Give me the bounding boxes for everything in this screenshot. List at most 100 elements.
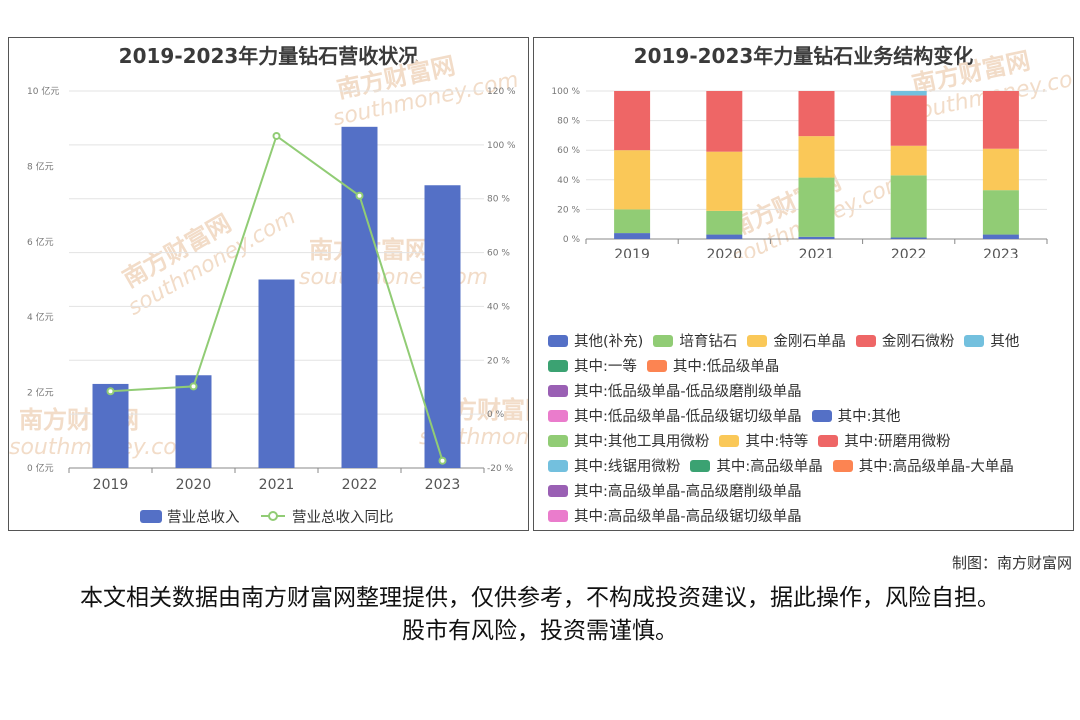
stack-segment bbox=[982, 234, 1019, 239]
legend-item[interactable]: 金刚石单晶 bbox=[747, 330, 846, 351]
stack-segment bbox=[890, 95, 927, 146]
y-right-tick-label: 20 % bbox=[487, 356, 510, 366]
stack-segment bbox=[982, 190, 1019, 235]
y-tick-label: 0 % bbox=[563, 235, 581, 245]
legend-item[interactable]: 其中:其他 bbox=[811, 405, 901, 426]
y-tick-label: 20 % bbox=[557, 205, 580, 215]
legend-label: 其中:其他 bbox=[837, 409, 901, 425]
legend-label: 金刚石单晶 bbox=[773, 334, 846, 350]
legend-item[interactable]: 其中:低品级单晶-低品级锯切级单晶 bbox=[548, 405, 802, 426]
legend-swatch bbox=[719, 434, 740, 447]
legend-item[interactable]: 金刚石微粉 bbox=[855, 330, 955, 351]
legend-item[interactable]: 其中:高品级单晶-大单晶 bbox=[832, 455, 1014, 476]
revenue-bar bbox=[258, 279, 295, 468]
structure-chart: 南方财富网southmoney.com南方财富网southmoney.com0 … bbox=[551, 47, 1073, 258]
y-left-tick-label: 2 亿元 bbox=[27, 387, 54, 399]
legend-row: 其中:低品级单晶-低品级磨削级单晶 bbox=[548, 380, 812, 401]
x-tick-label: 2020 bbox=[176, 477, 212, 493]
x-tick-label: 2022 bbox=[891, 247, 927, 258]
structure-chart-title: 2019-2023年力量钻石业务结构变化 bbox=[633, 44, 974, 68]
legend-label: 金刚石微粉 bbox=[881, 334, 955, 350]
legend-swatch bbox=[548, 509, 568, 522]
legend-item[interactable]: 其中:高品级单晶-高品级磨削级单晶 bbox=[548, 480, 802, 501]
stack-segment bbox=[890, 175, 927, 238]
legend-label: 其他(补充) bbox=[574, 334, 644, 350]
y-left-tick-label: 8 亿元 bbox=[27, 160, 54, 172]
legend-item[interactable]: 其中:一等 bbox=[548, 355, 637, 376]
y-right-tick-label: 120 % bbox=[487, 87, 516, 97]
y-tick-label: 80 % bbox=[557, 117, 580, 127]
legend-row: 其中:高品级单晶-高品级锯切级单晶 bbox=[548, 505, 812, 526]
revenue-bar bbox=[341, 126, 378, 468]
legend-item[interactable]: 其中:高品级单晶-高品级锯切级单晶 bbox=[548, 505, 802, 526]
legend-item[interactable]: 其中:低品级单晶 bbox=[646, 355, 780, 376]
legend-label-yoy: 营业总收入同比 bbox=[292, 509, 394, 526]
legend-label: 其中:高品级单晶-高品级磨削级单晶 bbox=[574, 484, 802, 500]
yoy-point bbox=[272, 131, 281, 140]
legend-label: 其中:低品级单晶 bbox=[672, 359, 780, 375]
legend-item[interactable]: 其中:其他工具用微粉 bbox=[548, 430, 709, 451]
legend-label: 其中:其他工具用微粉 bbox=[574, 434, 710, 450]
yoy-point bbox=[189, 382, 198, 391]
stack-segment bbox=[798, 236, 835, 239]
stack-segment bbox=[798, 177, 835, 237]
legend-item[interactable]: 其中:高品级单晶 bbox=[690, 455, 823, 476]
y-right-tick-label: 0 % bbox=[487, 410, 505, 420]
legend-swatch bbox=[548, 384, 568, 397]
legend-item[interactable]: 其中:特等 bbox=[719, 430, 808, 451]
revenue-chart: 南方财富网southmoney.com南方财富网southmoney.com南方… bbox=[9, 52, 528, 526]
legend-item[interactable]: 培育钻石 bbox=[653, 330, 737, 351]
legend-label: 其中:高品级单晶-高品级锯切级单晶 bbox=[574, 509, 802, 525]
legend-swatch bbox=[690, 459, 711, 472]
stack-segment bbox=[706, 210, 743, 235]
legend-label: 其中:研磨用微粉 bbox=[844, 434, 951, 450]
legend-row: 其中:其他工具用微粉 其中:特等 其中:研磨用微粉 bbox=[548, 430, 961, 451]
x-tick-label: 2019 bbox=[614, 247, 650, 258]
y-right-tick-label: 80 % bbox=[487, 195, 510, 205]
legend-swatch bbox=[548, 459, 568, 472]
stack-segment bbox=[614, 233, 651, 239]
legend-label: 其中:线锯用微粉 bbox=[574, 459, 681, 475]
stack-segment bbox=[982, 91, 1019, 149]
legend-swatch bbox=[653, 334, 674, 347]
legend-swatch bbox=[811, 409, 832, 422]
legend-swatch bbox=[747, 334, 768, 347]
x-tick-label: 2022 bbox=[342, 477, 378, 493]
y-left-tick-label: 10 亿元 bbox=[27, 85, 59, 97]
stack-segment bbox=[890, 145, 927, 176]
legend-swatch bbox=[548, 334, 568, 347]
legend-item[interactable]: 其他 bbox=[964, 330, 1019, 351]
y-right-tick-label: -20 % bbox=[487, 464, 514, 474]
chart-credit: 制图：南方财富网 bbox=[951, 554, 1072, 572]
legend-item[interactable]: 其他(补充) bbox=[548, 330, 643, 351]
disclaimer-text: 本文相关数据由南方财富网整理提供，仅供参考，不构成投资建议，据此操作，风险自担。… bbox=[80, 585, 1000, 644]
legend-swatch bbox=[855, 334, 876, 347]
legend-label: 其中:低品级单晶-低品级磨削级单晶 bbox=[574, 384, 802, 400]
legend-label: 其中:特等 bbox=[745, 434, 809, 450]
legend-label: 其中:低品级单晶-低品级锯切级单晶 bbox=[574, 409, 802, 425]
y-tick-label: 40 % bbox=[557, 176, 580, 186]
x-tick-label: 2019 bbox=[93, 477, 129, 493]
revenue-chart-title: 2019-2023年力量钻石营收状况 bbox=[118, 44, 419, 68]
legend-swatch bbox=[548, 359, 568, 372]
stack-segment bbox=[614, 150, 651, 210]
legend-swatch bbox=[818, 434, 839, 447]
stack-segment bbox=[982, 148, 1019, 191]
legend-row: 其中:线锯用微粉 其中:高品级单晶 其中:高品级单晶-大单晶 bbox=[548, 455, 1024, 476]
legend-item[interactable]: 其中:低品级单晶-低品级磨削级单晶 bbox=[548, 380, 802, 401]
legend-item[interactable]: 其中:线锯用微粉 bbox=[548, 455, 680, 476]
legend-row: 其中:低品级单晶-低品级锯切级单晶 其中:其他 bbox=[548, 405, 911, 426]
legend-label: 其中:一等 bbox=[574, 359, 637, 375]
x-tick-label: 2021 bbox=[259, 477, 295, 493]
legend-label: 其中:高品级单晶-大单晶 bbox=[858, 459, 1014, 475]
legend-row: 其中:高品级单晶-高品级磨削级单晶 bbox=[548, 480, 812, 501]
yoy-point bbox=[106, 387, 115, 396]
stack-segment bbox=[706, 234, 743, 239]
y-right-tick-label: 100 % bbox=[487, 141, 516, 151]
legend-item[interactable]: 其中:研磨用微粉 bbox=[818, 430, 951, 451]
revenue-bar bbox=[175, 375, 212, 468]
stack-segment bbox=[798, 136, 835, 178]
legend-swatch-revenue bbox=[140, 510, 162, 523]
x-tick-label: 2023 bbox=[983, 247, 1019, 258]
legend-swatch bbox=[548, 409, 568, 422]
